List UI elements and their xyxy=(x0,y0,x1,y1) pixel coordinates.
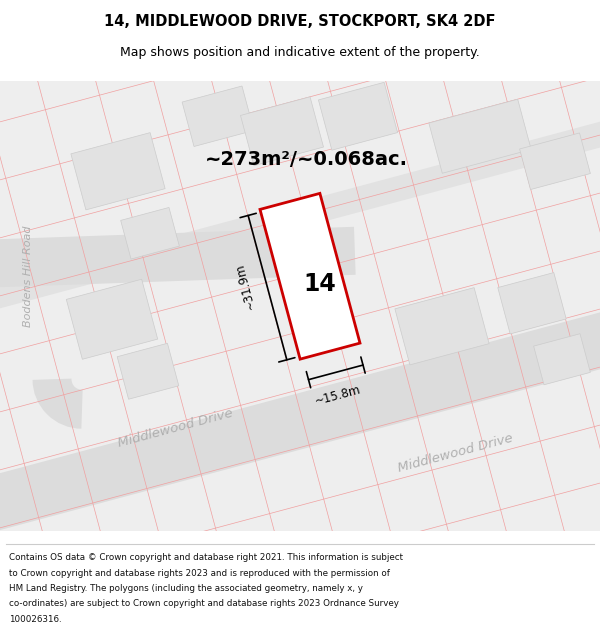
Text: co-ordinates) are subject to Crown copyright and database rights 2023 Ordnance S: co-ordinates) are subject to Crown copyr… xyxy=(9,599,399,608)
Text: 14, MIDDLEWOOD DRIVE, STOCKPORT, SK4 2DF: 14, MIDDLEWOOD DRIVE, STOCKPORT, SK4 2DF xyxy=(104,14,496,29)
Polygon shape xyxy=(67,279,158,359)
Text: 14: 14 xyxy=(304,272,337,296)
Polygon shape xyxy=(520,133,590,189)
Polygon shape xyxy=(117,343,179,399)
Polygon shape xyxy=(182,86,254,146)
Polygon shape xyxy=(241,97,323,166)
Text: ~31.9m: ~31.9m xyxy=(233,261,257,310)
Text: Map shows position and indicative extent of the property.: Map shows position and indicative extent… xyxy=(120,46,480,59)
Polygon shape xyxy=(533,334,590,385)
Polygon shape xyxy=(0,68,600,325)
Polygon shape xyxy=(0,278,600,564)
Polygon shape xyxy=(498,272,566,334)
Text: Boddens Hill Road: Boddens Hill Road xyxy=(23,226,33,327)
Text: HM Land Registry. The polygons (including the associated geometry, namely x, y: HM Land Registry. The polygons (includin… xyxy=(9,584,363,593)
Polygon shape xyxy=(121,208,179,259)
Polygon shape xyxy=(71,132,165,210)
Text: ~15.8m: ~15.8m xyxy=(313,383,362,408)
Text: to Crown copyright and database rights 2023 and is reproduced with the permissio: to Crown copyright and database rights 2… xyxy=(9,569,390,578)
Text: Middlewood Drive: Middlewood Drive xyxy=(116,407,234,450)
Polygon shape xyxy=(0,227,356,296)
Polygon shape xyxy=(395,288,489,365)
Polygon shape xyxy=(260,193,360,359)
Polygon shape xyxy=(429,99,531,173)
Text: Contains OS data © Crown copyright and database right 2021. This information is : Contains OS data © Crown copyright and d… xyxy=(9,553,403,562)
Text: ~273m²/~0.068ac.: ~273m²/~0.068ac. xyxy=(205,150,408,169)
Text: 100026316.: 100026316. xyxy=(9,614,62,624)
Polygon shape xyxy=(319,82,398,150)
Text: Middlewood Drive: Middlewood Drive xyxy=(396,432,514,475)
